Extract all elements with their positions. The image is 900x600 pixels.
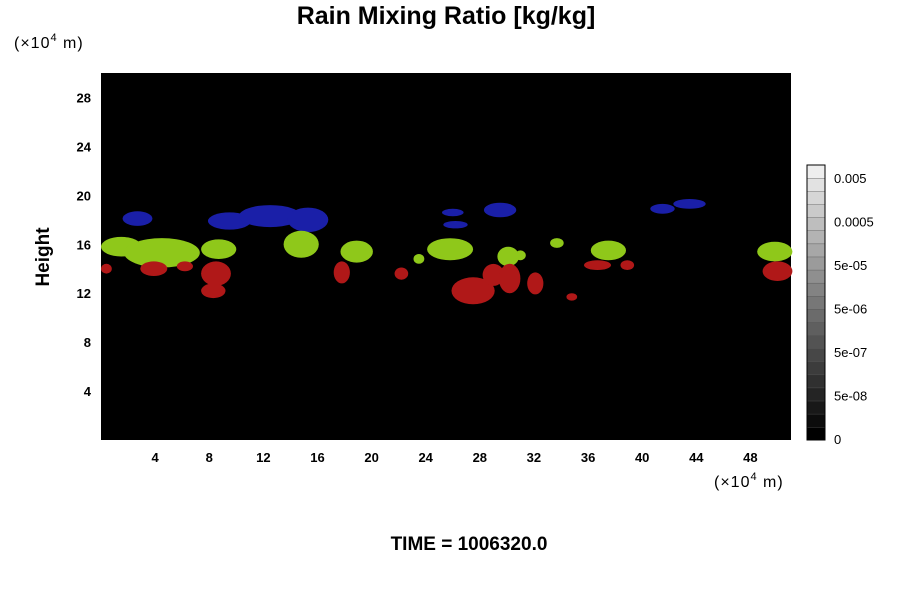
y-unit-prefix: (×10 <box>14 35 50 52</box>
red-rain-blob-24 <box>201 261 231 286</box>
colorbar-level-9 <box>806 308 826 323</box>
green-rain-blob-12 <box>283 230 319 258</box>
red-rain-blob-26 <box>333 261 350 284</box>
y-tick-label-5: 24 <box>77 139 92 154</box>
colorbar-label-5: 5e-08 <box>834 389 867 404</box>
green-rain-blob-20 <box>757 241 793 262</box>
colorbar-label-6: 0 <box>834 432 841 447</box>
blue-rain-blob-4 <box>442 208 464 217</box>
colorbar-level-1 <box>806 413 826 428</box>
y-tick-label-3: 16 <box>77 237 91 252</box>
green-rain-blob-15 <box>427 238 474 261</box>
blue-rain-blob-5 <box>443 221 468 229</box>
colorbar-level-4 <box>806 374 826 389</box>
colorbar-level-0 <box>806 426 826 441</box>
blue-rain-blob-7 <box>650 203 675 214</box>
y-axis-label: Height <box>33 227 54 287</box>
colorbar-level-11 <box>806 282 826 297</box>
green-rain-blob-10 <box>123 238 200 268</box>
x-tick-label-2: 12 <box>256 450 270 465</box>
x-tick-label-0: 4 <box>151 450 159 465</box>
x-unit-prefix: (×10 <box>714 474 750 491</box>
x-tick-label-5: 24 <box>418 450 433 465</box>
red-rain-blob-30 <box>498 263 521 294</box>
colorbar-label-0: 0.005 <box>834 171 867 186</box>
colorbar-level-5 <box>806 361 826 376</box>
colorbar-level-10 <box>806 295 826 310</box>
red-rain-blob-33 <box>584 260 611 270</box>
colorbar-level-6 <box>806 348 826 362</box>
colorbar-level-17 <box>806 204 826 218</box>
y-unit-suffix: m) <box>58 35 84 52</box>
green-rain-blob-16 <box>497 246 519 267</box>
x-unit-label: (×104 m) <box>714 471 784 491</box>
x-tick-label-9: 40 <box>635 450 649 465</box>
green-rain-blob-19 <box>590 240 627 261</box>
blue-rain-blob-2 <box>239 205 302 228</box>
time-label: TIME = 1006320.0 <box>391 534 548 555</box>
colorbar-level-3 <box>806 387 826 402</box>
colorbar-level-12 <box>806 269 826 284</box>
colorbar-level-18 <box>806 190 826 205</box>
x-tick-label-7: 32 <box>527 450 541 465</box>
red-rain-blob-22 <box>140 261 168 277</box>
y-tick-label-6: 28 <box>77 91 91 106</box>
blue-rain-blob-8 <box>673 199 706 209</box>
colorbar-frame <box>806 164 826 441</box>
colorbar-level-7 <box>806 335 826 349</box>
colorbar-label-1: 0.0005 <box>834 215 874 230</box>
x-tick-label-4: 20 <box>364 450 378 465</box>
colorbar-level-15 <box>806 230 826 245</box>
y-unit-label: (×104 m) <box>14 32 84 52</box>
y-tick-labels: 4 8 12 16 20 24 28 <box>77 91 92 400</box>
x-tick-label-8: 36 <box>581 450 595 465</box>
colorbar-label-3: 5e-06 <box>834 302 867 317</box>
chart-title: Rain Mixing Ratio [kg/kg] <box>297 2 596 30</box>
colorbar-label-2: 5e-05 <box>834 258 867 273</box>
red-rain-blob-31 <box>527 272 544 295</box>
colorbar-level-14 <box>806 243 826 258</box>
colorbar-level-19 <box>806 177 826 192</box>
blue-rain-blob-0 <box>122 211 153 226</box>
colorbar-level-13 <box>806 256 826 271</box>
red-rain-blob-21 <box>101 263 112 274</box>
blue-rain-blob-6 <box>483 202 517 218</box>
blue-rain-blob-3 <box>287 207 329 232</box>
red-rain-blob-28 <box>451 277 495 305</box>
colorbar-level-16 <box>806 217 826 231</box>
red-rain-blob-25 <box>201 283 226 299</box>
colorbar <box>806 164 826 441</box>
x-unit-exponent: 4 <box>750 471 757 483</box>
x-tick-labels: 4 8 12 16 20 24 28 32 36 40 44 48 <box>151 450 757 465</box>
green-rain-blob-17 <box>515 250 526 261</box>
red-rain-blob-34 <box>620 260 635 270</box>
y-tick-label-2: 12 <box>77 286 91 301</box>
y-unit-exponent: 4 <box>50 32 57 44</box>
colorbar-labels: 0.005 0.0005 5e-05 5e-06 5e-07 5e-08 0 <box>834 171 874 447</box>
y-tick-label-0: 4 <box>84 384 92 399</box>
colorbar-label-4: 5e-07 <box>834 345 867 360</box>
y-tick-label-1: 8 <box>84 335 91 350</box>
y-tick-label-4: 20 <box>77 188 91 203</box>
rain-field <box>101 199 793 305</box>
red-rain-blob-27 <box>394 267 409 280</box>
red-rain-blob-29 <box>482 263 505 286</box>
x-tick-label-6: 28 <box>473 450 487 465</box>
red-rain-blob-23 <box>176 261 193 272</box>
x-unit-suffix: m) <box>758 474 784 491</box>
colorbar-level-20 <box>806 164 826 179</box>
x-tick-label-1: 8 <box>206 450 213 465</box>
colorbar-level-2 <box>806 400 826 415</box>
x-tick-label-10: 44 <box>689 450 704 465</box>
green-rain-blob-11 <box>201 239 237 259</box>
x-tick-label-11: 48 <box>743 450 757 465</box>
green-rain-blob-18 <box>550 238 564 248</box>
x-tick-label-3: 16 <box>310 450 324 465</box>
green-rain-blob-13 <box>340 240 373 263</box>
colorbar-level-8 <box>806 321 826 336</box>
green-rain-blob-14 <box>413 254 425 264</box>
red-rain-blob-35 <box>762 261 793 282</box>
red-rain-blob-32 <box>566 293 578 301</box>
